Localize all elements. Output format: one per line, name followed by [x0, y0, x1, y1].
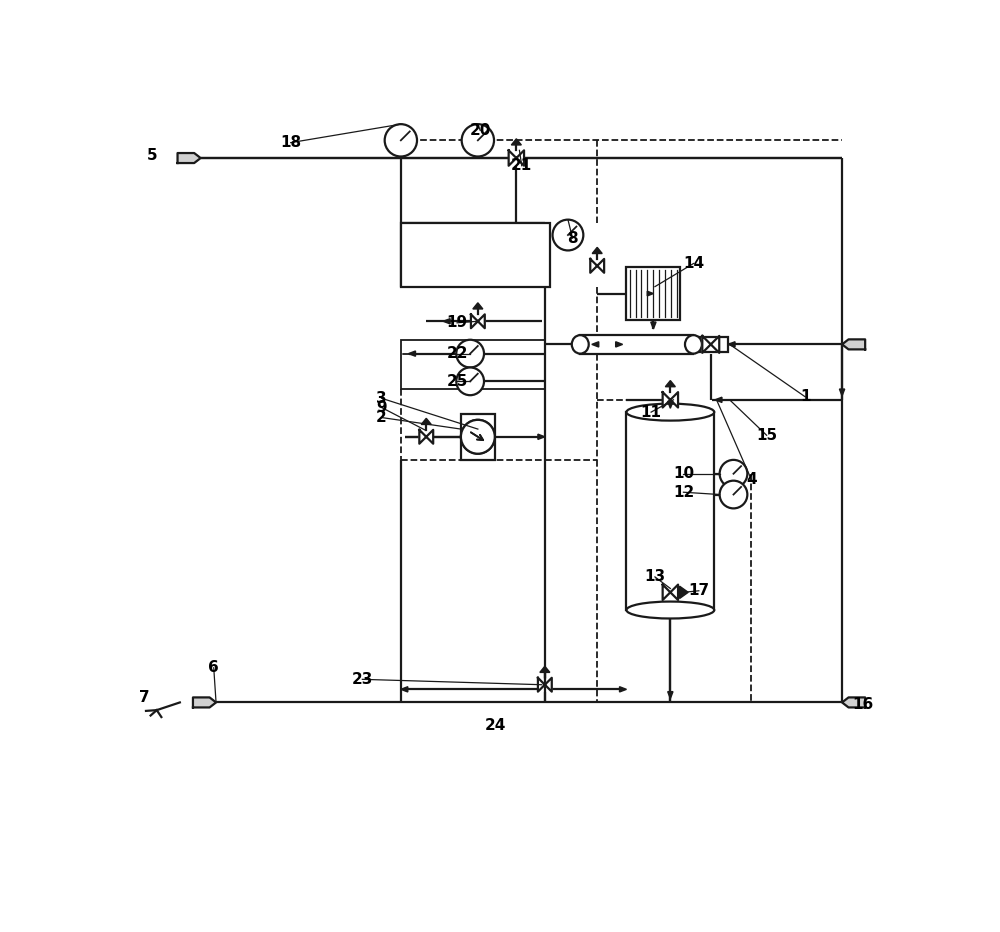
Text: 14: 14	[683, 256, 704, 271]
Text: 10: 10	[673, 466, 694, 481]
Polygon shape	[663, 392, 678, 407]
Polygon shape	[193, 697, 216, 707]
Text: 22: 22	[446, 346, 468, 361]
Circle shape	[462, 124, 494, 157]
Polygon shape	[409, 351, 415, 356]
Text: 1: 1	[800, 390, 810, 404]
Polygon shape	[668, 402, 673, 408]
Text: 16: 16	[852, 697, 873, 712]
Ellipse shape	[685, 336, 702, 353]
Text: 25: 25	[446, 374, 468, 389]
Polygon shape	[443, 319, 450, 324]
Text: 7: 7	[139, 690, 150, 705]
Polygon shape	[663, 584, 678, 600]
Polygon shape	[421, 418, 431, 424]
Text: 24: 24	[485, 718, 506, 733]
Text: 6: 6	[208, 660, 219, 676]
Text: 8: 8	[567, 230, 578, 246]
Polygon shape	[540, 666, 550, 672]
Polygon shape	[842, 697, 865, 707]
Ellipse shape	[572, 336, 589, 353]
Circle shape	[553, 220, 583, 251]
Text: 21: 21	[511, 158, 532, 173]
Polygon shape	[590, 259, 604, 273]
Circle shape	[461, 419, 495, 454]
Text: 13: 13	[644, 569, 666, 584]
Text: 4: 4	[746, 472, 757, 487]
Bar	[401, 223, 550, 287]
Circle shape	[720, 481, 747, 508]
Bar	[401, 340, 545, 389]
Polygon shape	[839, 389, 845, 396]
Polygon shape	[665, 380, 675, 387]
Circle shape	[385, 124, 417, 157]
Polygon shape	[509, 150, 524, 166]
Text: 2: 2	[376, 410, 387, 425]
Circle shape	[720, 459, 747, 487]
Polygon shape	[651, 322, 656, 329]
Text: 11: 11	[641, 404, 662, 419]
Polygon shape	[715, 397, 722, 403]
Circle shape	[456, 340, 484, 367]
Text: 23: 23	[352, 672, 373, 687]
Polygon shape	[647, 291, 653, 295]
Text: 17: 17	[688, 583, 709, 598]
Bar	[461, 414, 495, 459]
Polygon shape	[616, 342, 623, 347]
Polygon shape	[592, 247, 602, 254]
Bar	[693, 336, 728, 352]
Text: 3: 3	[376, 391, 387, 405]
Polygon shape	[419, 430, 433, 444]
Bar	[580, 336, 693, 353]
Polygon shape	[538, 678, 552, 692]
Polygon shape	[471, 314, 485, 328]
Polygon shape	[842, 339, 865, 350]
Polygon shape	[178, 153, 201, 163]
Polygon shape	[511, 139, 521, 145]
Bar	[626, 267, 680, 320]
Text: 19: 19	[446, 315, 468, 330]
Text: 9: 9	[376, 400, 387, 415]
Text: 5: 5	[147, 148, 157, 163]
Polygon shape	[668, 692, 673, 699]
Polygon shape	[702, 336, 719, 353]
Polygon shape	[401, 687, 408, 692]
Circle shape	[461, 419, 495, 454]
Bar	[626, 412, 714, 610]
Polygon shape	[728, 342, 735, 347]
Circle shape	[456, 367, 484, 395]
Ellipse shape	[626, 601, 714, 619]
Text: 12: 12	[673, 485, 694, 500]
Polygon shape	[620, 687, 626, 692]
Polygon shape	[473, 303, 483, 309]
Text: 20: 20	[469, 123, 491, 138]
Ellipse shape	[626, 404, 714, 420]
Polygon shape	[680, 586, 688, 598]
Text: 18: 18	[280, 135, 301, 150]
Text: 15: 15	[756, 428, 777, 443]
Polygon shape	[538, 434, 545, 439]
Polygon shape	[592, 342, 599, 347]
